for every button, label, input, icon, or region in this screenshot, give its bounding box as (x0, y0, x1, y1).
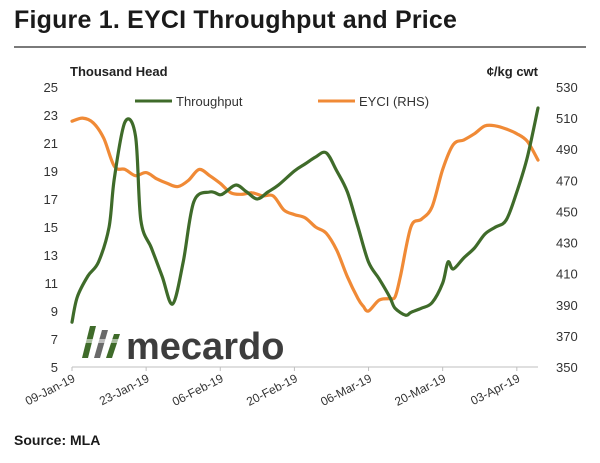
x-tick-label: 06-Mar-19 (318, 371, 374, 409)
right-tick-label: 370 (556, 329, 578, 344)
left-tick-label: 25 (44, 80, 58, 95)
left-tick-label: 5 (51, 360, 58, 375)
left-axis-ticks: 25 23 21 19 17 15 13 11 9 7 5 (44, 80, 58, 375)
legend-eyci-label: EYCI (RHS) (359, 94, 429, 109)
eyci-series-line (70, 116, 540, 313)
left-tick-label: 7 (51, 332, 58, 347)
legend: Throughput EYCI (RHS) (135, 94, 429, 109)
mecardo-logo: mecardo (82, 326, 284, 368)
left-tick-label: 11 (45, 276, 59, 291)
x-axis-ticks: 09-Jan-19 23-Jan-19 06-Feb-19 20-Feb-19 06-M… (23, 367, 522, 409)
x-tick-label: 09-Jan-19 (23, 371, 78, 408)
right-tick-label: 510 (556, 111, 578, 126)
right-axis-ticks: 530 510 490 470 450 430 410 390 370 350 (556, 80, 578, 375)
left-tick-label: 21 (44, 136, 58, 151)
x-tick-label: 20-Feb-19 (244, 371, 300, 409)
chart-title: Figure 1. EYCI Throughput and Price (14, 6, 458, 34)
left-tick-label: 19 (44, 164, 58, 179)
mecardo-logo-text: mecardo (126, 326, 284, 368)
right-tick-label: 430 (556, 236, 578, 251)
right-tick-label: 470 (556, 173, 578, 188)
x-tick-label: 06-Feb-19 (170, 371, 226, 409)
left-tick-label: 13 (44, 248, 58, 263)
legend-throughput-label: Throughput (176, 94, 243, 109)
right-tick-label: 350 (556, 360, 578, 375)
right-tick-label: 390 (556, 298, 578, 313)
left-tick-label: 9 (51, 304, 58, 319)
right-tick-label: 410 (556, 267, 578, 282)
left-tick-label: 23 (44, 108, 58, 123)
left-axis-unit: Thousand Head (70, 64, 168, 79)
x-tick-label: 20-Mar-19 (392, 371, 448, 409)
throughput-series-line (70, 106, 540, 324)
line-chart: Thousand Head ¢/kg cwt Throughput EYCI (… (23, 64, 578, 409)
left-tick-label: 17 (44, 192, 58, 207)
right-tick-label: 490 (556, 142, 578, 157)
right-tick-label: 450 (556, 204, 578, 219)
title-divider (14, 46, 586, 48)
left-tick-label: 15 (44, 220, 58, 235)
source-note: Source: MLA (14, 432, 101, 448)
right-axis-unit: ¢/kg cwt (487, 64, 539, 79)
x-tick-label: 03-Apr-19 (468, 371, 522, 408)
mecardo-logo-mark (82, 326, 124, 358)
x-tick-label: 23-Jan-19 (97, 371, 152, 408)
right-tick-label: 530 (556, 80, 578, 95)
